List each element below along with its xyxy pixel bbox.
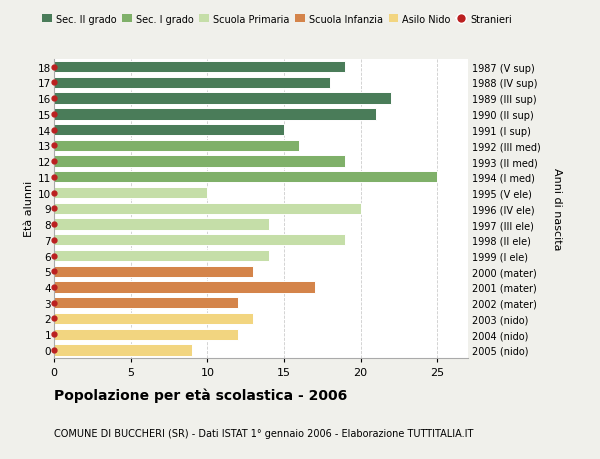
Bar (54, 62, 346, 73)
Bar (54, 297, 238, 309)
Bar (54, 313, 253, 325)
Bar (54, 250, 269, 262)
Bar (54, 172, 437, 183)
Bar (54, 282, 314, 293)
Text: COMUNE DI BUCCHERI (SR) - Dati ISTAT 1° gennaio 2006 - Elaborazione TUTTITALIA.I: COMUNE DI BUCCHERI (SR) - Dati ISTAT 1° … (54, 428, 473, 438)
Y-axis label: Anni di nascita: Anni di nascita (552, 168, 562, 250)
Bar (54, 125, 284, 136)
Bar (54, 78, 330, 89)
Bar (54, 140, 299, 151)
Bar (54, 93, 391, 105)
Bar (54, 219, 269, 230)
Bar (54, 266, 253, 277)
Bar (54, 109, 376, 120)
Legend: Sec. II grado, Sec. I grado, Scuola Primaria, Scuola Infanzia, Asilo Nido, Stran: Sec. II grado, Sec. I grado, Scuola Prim… (38, 11, 515, 28)
Text: Popolazione per età scolastica - 2006: Popolazione per età scolastica - 2006 (54, 388, 347, 403)
Bar (54, 329, 238, 340)
Bar (54, 345, 192, 356)
Y-axis label: Età alunni: Età alunni (24, 181, 34, 237)
Bar (54, 203, 361, 214)
Bar (54, 187, 208, 199)
Bar (54, 235, 346, 246)
Bar (54, 156, 346, 168)
